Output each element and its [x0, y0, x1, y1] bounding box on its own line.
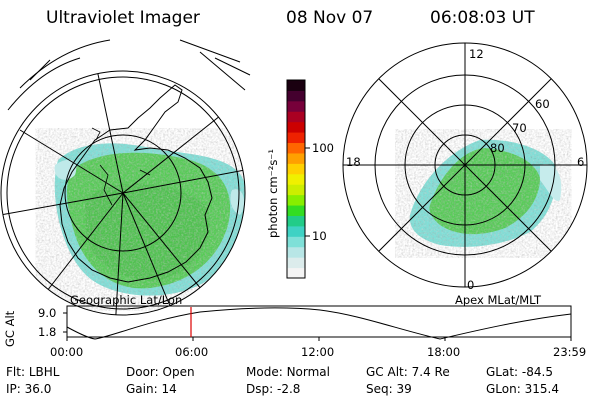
info-gain: Gain: 14	[126, 382, 177, 396]
colorbar-segment	[287, 163, 305, 175]
orbit-x-tick-0000: 00:00	[50, 345, 84, 359]
mlat-label-70: 70	[512, 121, 527, 135]
mlt-label-12: 12	[469, 47, 484, 61]
colorbar-segment	[287, 80, 305, 91]
mlt-label-6: 6	[577, 155, 585, 169]
right-panel-caption: Apex MLat/MLT	[455, 293, 542, 307]
magnetic-panel	[342, 42, 588, 288]
geographic-panel	[0, 39, 251, 316]
info-mode: Mode: Normal	[246, 365, 330, 379]
info-flt: Flt: LBHL	[6, 365, 60, 379]
orbit-x-tick-0600: 06:00	[175, 345, 209, 359]
info-gc-alt: GC Alt: 7.4 Re	[366, 365, 450, 379]
colorbar-segment	[287, 100, 305, 112]
instrument-title: Ultraviolet Imager	[46, 8, 200, 28]
colorbar-segment	[287, 173, 305, 185]
colorbar-unit-label: photon cm⁻²s⁻¹	[266, 149, 280, 238]
colorbar-segment	[287, 184, 305, 196]
orbit-x-tick-1800: 18:00	[427, 345, 461, 359]
continent-outline	[59, 84, 213, 283]
orbit-x-tick-2359: 23:59	[553, 345, 587, 359]
info-dsp: Dsp: -2.8	[246, 382, 301, 396]
aurora-image-right	[409, 139, 562, 247]
colorbar-segment	[287, 132, 305, 144]
mlat-label-60: 60	[535, 97, 550, 111]
colorbar-tick-100: 100	[312, 141, 334, 155]
colorbar-tick-10: 10	[312, 229, 327, 243]
aurora-image-left	[54, 143, 245, 296]
time-label: 06:08:03 UT	[430, 8, 535, 28]
colorbar-segment	[287, 215, 305, 227]
colorbar-segment	[287, 205, 305, 216]
colorbar-segment	[287, 236, 305, 248]
date-label: 08 Nov 07	[286, 8, 374, 28]
colorbar-segment	[287, 152, 305, 164]
orbit-y-tick-9: 9.0	[38, 306, 57, 320]
colorbar-segment	[287, 111, 305, 123]
altitude-curve	[66, 307, 572, 340]
info-seq: Seq: 39	[366, 382, 412, 396]
colorbar-scale	[287, 80, 305, 279]
info-door: Door: Open	[126, 365, 195, 379]
info-glat: GLat: -84.5	[486, 365, 553, 379]
colorbar-segment	[287, 194, 305, 206]
colorbar	[286, 79, 310, 279]
orbit-y-tick-1.8: 1.8	[38, 325, 57, 339]
orbit-altitude-plot	[63, 305, 572, 341]
colorbar-segment	[287, 225, 305, 237]
info-ip: IP: 36.0	[6, 382, 52, 396]
mlt-label-18: 18	[346, 155, 361, 169]
colorbar-segment	[287, 121, 305, 133]
colorbar-segment	[287, 267, 305, 279]
colorbar-segment	[287, 90, 305, 102]
orbit-x-tick-1200: 12:00	[301, 345, 335, 359]
info-glon: GLon: 315.4	[486, 382, 559, 396]
colorbar-segment	[287, 246, 305, 258]
mlt-label-0: 0	[467, 278, 475, 292]
mlat-label-80: 80	[490, 141, 505, 155]
left-panel-caption: Geographic Lat/Lon	[70, 293, 183, 307]
colorbar-segment	[287, 142, 305, 154]
orbit-y-axis-label: GC Alt	[3, 310, 17, 347]
colorbar-segment	[287, 257, 305, 269]
